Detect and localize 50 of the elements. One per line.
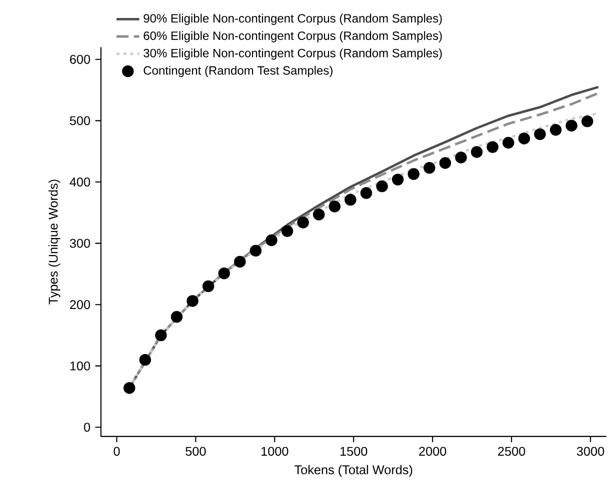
x-axis-title: Tokens (Total Words) xyxy=(294,464,412,477)
y-tick-label: 100 xyxy=(70,361,90,370)
point xyxy=(186,295,198,307)
point xyxy=(312,208,325,220)
point xyxy=(266,234,278,246)
point xyxy=(250,244,262,257)
x-tick-label: 3000 xyxy=(576,446,604,456)
point xyxy=(408,168,420,180)
y-tick-label: 300 xyxy=(70,238,90,248)
point xyxy=(281,225,294,237)
point xyxy=(470,146,483,158)
x-tick-label: 2000 xyxy=(419,446,446,456)
point xyxy=(534,128,546,140)
legend-label: Contingent (Random Test Samples) xyxy=(144,66,332,78)
y-tick-label: 600 xyxy=(70,54,90,64)
point xyxy=(360,187,372,199)
point xyxy=(218,267,230,280)
y-axis-title: Types (Unique Words) xyxy=(48,180,60,304)
y-tick-label: 400 xyxy=(70,178,90,186)
x-tick-label: 1500 xyxy=(340,446,368,456)
point xyxy=(518,132,530,144)
point xyxy=(424,162,436,174)
legend-label: 60% Eligible Non-contingent Corpus (Random Samples) xyxy=(144,31,442,42)
point xyxy=(139,354,152,366)
x-tick-label: 1000 xyxy=(262,446,288,456)
point xyxy=(486,141,498,153)
point xyxy=(123,382,136,394)
point xyxy=(581,115,594,128)
point xyxy=(297,216,309,228)
point xyxy=(502,136,514,149)
point xyxy=(439,157,452,169)
legend-label: 30% Eligible Non-contingent Corpus (Random Samples) xyxy=(144,48,442,60)
point xyxy=(566,120,578,132)
x-tick-label: 0 xyxy=(114,446,120,456)
point xyxy=(170,311,183,323)
x-tick-label: 500 xyxy=(186,446,206,456)
point xyxy=(392,174,404,186)
point xyxy=(344,194,356,206)
point xyxy=(550,124,562,136)
point xyxy=(328,200,341,212)
point xyxy=(455,152,467,164)
y-tick-label: 0 xyxy=(84,422,90,432)
point xyxy=(376,180,388,192)
x-tick-label: 2500 xyxy=(498,446,526,456)
point xyxy=(234,256,246,268)
point xyxy=(202,280,214,292)
legend-label: 90% Eligible Non-contingent Corpus (Random Samples) xyxy=(144,14,442,25)
y-tick-label: 200 xyxy=(70,300,90,310)
point xyxy=(155,329,167,342)
y-tick-label: 500 xyxy=(70,116,90,126)
